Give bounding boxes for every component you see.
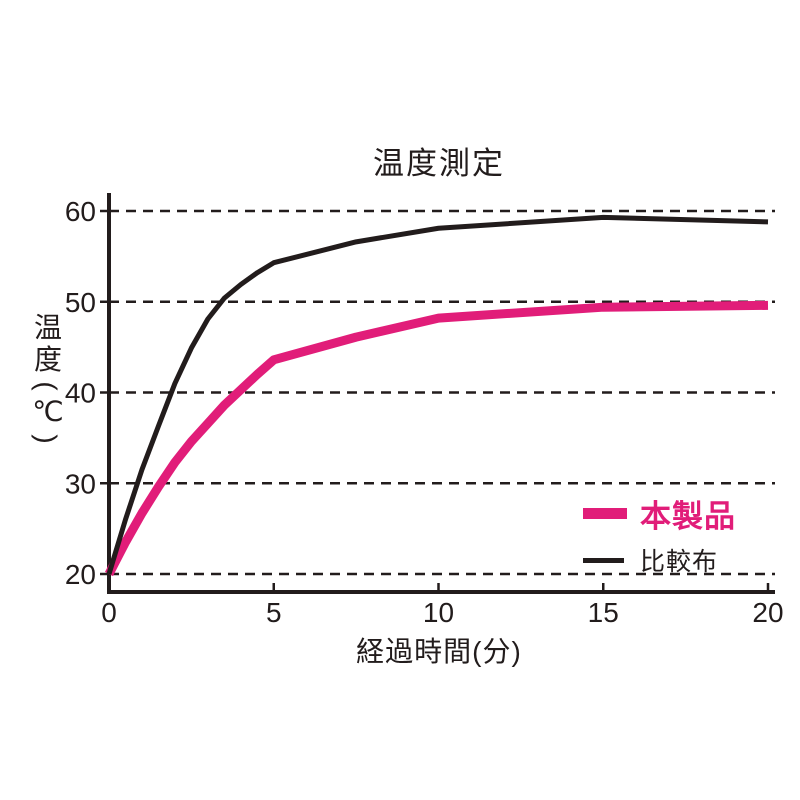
x-tick-label: 5 <box>266 597 282 628</box>
legend: 本製品 比較布 <box>583 491 736 584</box>
y-axis-label-char: ( <box>31 381 63 392</box>
y-axis-label-char: ) <box>31 433 63 444</box>
x-tick-label: 15 <box>588 597 619 628</box>
y-tick-label: 40 <box>65 378 96 409</box>
legend-item-product: 本製品 <box>583 491 736 536</box>
y-tick-label: 30 <box>65 468 96 499</box>
legend-swatch-comparison <box>583 557 624 563</box>
x-tick-label: 0 <box>101 597 117 628</box>
y-axis-label-char: ℃ <box>32 396 64 428</box>
y-axis-label-char: 度 <box>33 344 62 376</box>
legend-swatch-product <box>583 508 627 519</box>
y-tick-label: 50 <box>65 287 96 318</box>
y-axis-label-char: 温 <box>33 312 62 343</box>
chart-title: 温度測定 <box>373 146 505 181</box>
legend-item-comparison: 比較布 <box>583 542 736 578</box>
x-tick-label: 10 <box>423 597 454 628</box>
legend-label-product: 本製品 <box>640 499 736 534</box>
series-line-1 <box>106 214 769 575</box>
x-tick-label: 20 <box>752 597 783 628</box>
y-tick-label: 20 <box>65 559 96 590</box>
y-axis-label: 温度 ( ℃) <box>28 312 68 449</box>
series-line-0 <box>105 300 769 577</box>
x-axis-label: 経過時間(分) <box>356 636 522 667</box>
y-tick-label: 60 <box>65 196 96 227</box>
legend-label-comparison: 比較布 <box>640 548 719 576</box>
